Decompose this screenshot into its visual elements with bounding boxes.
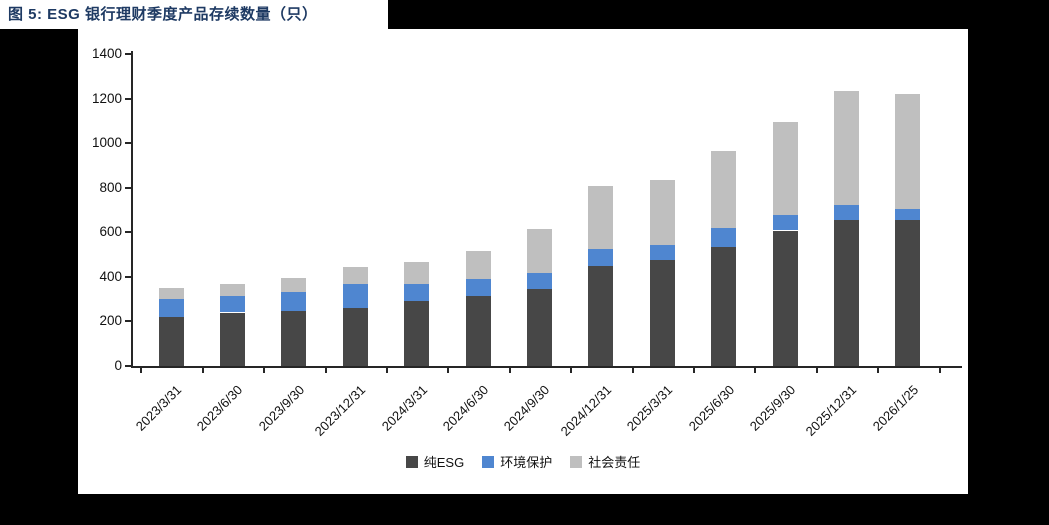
bar-segment-纯ESG [895,220,921,366]
chart-legend: 纯ESG 环境保护 社会责任 [78,452,968,471]
bar-segment-社会责任 [649,180,675,245]
y-axis-line [131,51,133,368]
y-tick-label: 400 [99,268,122,284]
bar-segment-社会责任 [772,121,798,215]
bar-segment-社会责任 [588,185,614,249]
x-tick-mark [201,366,204,373]
bar-segment-社会责任 [158,288,184,300]
bar-segment-纯ESG [772,230,798,366]
bar-segment-社会责任 [404,262,430,284]
bar-segment-纯ESG [711,247,737,366]
bar-segment-环境保护 [465,279,491,296]
legend-item: 环境保护 [482,452,552,471]
y-tick-mark [125,142,131,145]
bar-segment-纯ESG [465,295,491,366]
legend-item: 社会责任 [570,452,640,471]
bar-segment-纯ESG [526,289,552,366]
y-tick-label: 1400 [91,46,122,61]
x-tick-mark [938,366,941,373]
y-tick-label: 1000 [91,135,122,151]
x-tick-mark [263,366,266,373]
y-tick-label: 600 [99,224,122,240]
bar-segment-纯ESG [404,300,430,366]
y-tick-label: 0 [114,358,122,373]
bar-segment-环境保护 [649,244,675,260]
y-tick-mark [125,365,131,367]
bar-segment-环境保护 [588,249,614,266]
x-tick-mark [692,366,695,373]
figure-title: 图 5: ESG 银行理财季度产品存续数量（只） [8,6,318,23]
bar-segment-社会责任 [833,90,859,205]
bar-segment-社会责任 [526,228,552,274]
x-tick-mark [815,366,818,373]
x-tick-mark [447,366,450,373]
bar-segment-社会责任 [281,277,307,293]
bar-segment-纯ESG [833,219,859,366]
bar-segment-环境保护 [219,296,245,313]
legend-swatch-icon [405,455,418,468]
y-tick-mark [125,97,131,100]
bar-segment-环境保护 [158,299,184,317]
y-tick-mark [125,186,131,189]
bar-segment-环境保护 [711,227,737,248]
x-tick-mark [631,366,634,373]
y-tick-label: 200 [99,313,122,329]
x-tick-mark [508,366,511,373]
x-tick-mark [324,366,327,373]
x-tick-mark [140,366,143,373]
bar-segment-纯ESG [342,308,368,366]
y-tick-mark [125,53,131,55]
figure-title-band: 图 5: ESG 银行理财季度产品存续数量（只） [0,0,388,29]
bar-segment-环境保护 [342,283,368,309]
y-tick-label: 800 [99,179,122,195]
bar-segment-纯ESG [588,265,614,366]
bar-segment-社会责任 [465,250,491,280]
legend-swatch-icon [570,455,583,468]
bar-segment-环境保护 [404,283,430,301]
x-tick-mark [754,366,757,373]
bar-segment-环境保护 [281,292,307,312]
legend-swatch-icon [482,455,495,468]
bar-segment-环境保护 [772,214,798,231]
legend-label: 环境保护 [500,455,553,470]
bar-segment-社会责任 [219,283,245,297]
bar-segment-社会责任 [342,266,368,284]
legend-label: 社会责任 [588,455,641,470]
bar-segment-纯ESG [281,311,307,366]
legend-item: 纯ESG [405,452,465,471]
plot-area: 0 200 400 600 800 1000 1200 1400 2023/3/31 2023/6… [78,29,968,494]
y-tick-mark [125,275,131,278]
bar-segment-纯ESG [219,312,245,366]
x-tick-mark [877,366,880,373]
chart-card: 0 200 400 600 800 1000 1200 1400 2023/3/31 2023/6… [78,29,968,494]
bar-segment-纯ESG [158,316,184,366]
x-axis-line [131,366,962,368]
bar-segment-纯ESG [649,259,675,366]
y-tick-mark [125,320,131,323]
bar-segment-环境保护 [833,204,859,220]
x-tick-mark [385,366,388,373]
x-tick-mark [570,366,573,373]
bar-segment-社会责任 [895,93,921,209]
bar-segment-环境保护 [526,273,552,290]
bar-segment-社会责任 [711,151,737,228]
bar-segment-环境保护 [895,208,921,221]
y-tick-label: 1200 [91,90,122,106]
y-tick-mark [125,231,131,234]
legend-label: 纯ESG [423,455,465,470]
